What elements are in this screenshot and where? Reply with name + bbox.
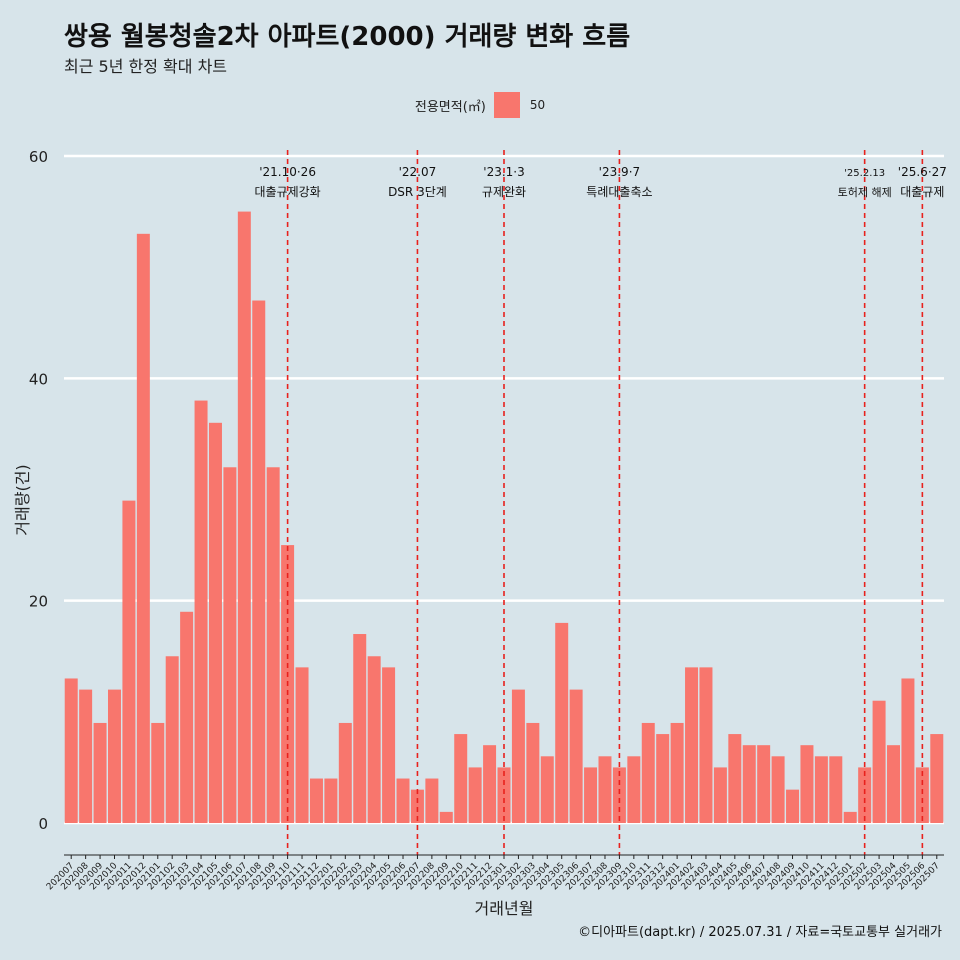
bar bbox=[180, 611, 194, 823]
bar bbox=[887, 745, 900, 823]
bar bbox=[468, 767, 482, 823]
event-date: '23.1·3 bbox=[483, 165, 524, 179]
event-label: 규제완화 bbox=[482, 185, 526, 199]
y-tick-label: 0 bbox=[38, 815, 48, 833]
bar bbox=[584, 767, 598, 823]
bar bbox=[641, 722, 655, 823]
bar bbox=[872, 700, 886, 823]
bar bbox=[713, 767, 727, 823]
event-date: '25.2.13 bbox=[844, 168, 885, 179]
bar bbox=[598, 756, 612, 823]
bar bbox=[382, 667, 396, 823]
bar bbox=[64, 678, 78, 823]
bar bbox=[108, 689, 121, 823]
bar bbox=[223, 467, 237, 823]
bar bbox=[742, 745, 756, 823]
event-label: 대출규제강화 bbox=[254, 185, 320, 199]
bar bbox=[728, 734, 742, 823]
bar bbox=[151, 722, 165, 823]
bar bbox=[483, 745, 497, 823]
event-lines bbox=[286, 150, 924, 855]
bar bbox=[410, 789, 424, 823]
event-date: '23.9·7 bbox=[599, 165, 640, 179]
bar bbox=[771, 756, 785, 823]
bar bbox=[511, 689, 525, 823]
bar bbox=[670, 722, 684, 823]
bar bbox=[396, 778, 410, 823]
bar bbox=[93, 722, 107, 823]
bar bbox=[324, 778, 338, 823]
chart-title: 쌍용 월봉청솔2차 아파트(2000) 거래량 변화 흐름 bbox=[64, 22, 631, 52]
legend: 전용면적(㎡) 50 bbox=[0, 92, 960, 118]
bar bbox=[266, 467, 280, 823]
bar bbox=[367, 656, 381, 823]
y-axis-title: 거래량(건) bbox=[13, 464, 32, 535]
bar bbox=[786, 789, 800, 823]
bar bbox=[930, 734, 944, 823]
bar bbox=[757, 745, 771, 823]
bar bbox=[454, 734, 468, 823]
bar bbox=[569, 689, 583, 823]
bar bbox=[915, 767, 929, 823]
x-axis-title: 거래년월 bbox=[475, 899, 534, 918]
bar bbox=[425, 778, 439, 823]
bar bbox=[858, 767, 872, 823]
event-label: 토허제 해제 bbox=[838, 185, 892, 199]
legend-swatch bbox=[493, 92, 520, 118]
event-date: '25.6·27 bbox=[898, 165, 947, 179]
bar bbox=[122, 500, 136, 823]
bars bbox=[64, 211, 944, 824]
source-caption: ©디아파트(dapt.kr) / 2025.07.31 / 자료=국토교통부 실… bbox=[578, 925, 942, 940]
bar bbox=[901, 678, 915, 823]
bar bbox=[252, 300, 266, 823]
bar bbox=[843, 811, 857, 823]
bar bbox=[497, 767, 511, 823]
event-date: '22.07 bbox=[399, 165, 437, 179]
bar bbox=[526, 722, 540, 823]
event-label: 특례대출축소 bbox=[586, 185, 652, 199]
chart-subtitle: 최근 5년 한정 확대 차트 bbox=[64, 57, 228, 76]
bar bbox=[555, 622, 569, 823]
bar bbox=[627, 756, 641, 823]
event-labels: '21.10·26 대출규제강화 '22.07 DSR 3단계 '23.1·3 규제완화 '… bbox=[254, 165, 946, 199]
bar bbox=[165, 656, 179, 823]
y-tick-label: 60 bbox=[29, 148, 48, 166]
bar bbox=[353, 634, 367, 823]
y-tick-label: 20 bbox=[29, 593, 48, 611]
bar bbox=[79, 689, 93, 823]
event-date: '21.10·26 bbox=[259, 165, 316, 179]
event-label: 대출규제 bbox=[900, 185, 944, 199]
legend-title: 전용면적(㎡) bbox=[414, 99, 486, 115]
bar bbox=[814, 756, 828, 823]
bar bbox=[136, 233, 150, 824]
bar bbox=[338, 722, 352, 823]
bar bbox=[800, 745, 814, 823]
bar bbox=[829, 756, 843, 823]
bar bbox=[295, 667, 309, 823]
legend-label: 50 bbox=[529, 98, 546, 112]
bar bbox=[208, 422, 222, 823]
bar bbox=[309, 778, 323, 823]
bar bbox=[237, 211, 251, 824]
event-label: DSR 3단계 bbox=[388, 185, 447, 199]
bar bbox=[540, 756, 554, 823]
bar bbox=[699, 667, 713, 823]
bar bbox=[685, 667, 699, 823]
bar bbox=[439, 811, 453, 823]
y-tick-label: 40 bbox=[29, 370, 48, 388]
bar bbox=[194, 400, 208, 823]
bar bbox=[656, 734, 670, 823]
bar bbox=[612, 767, 626, 823]
